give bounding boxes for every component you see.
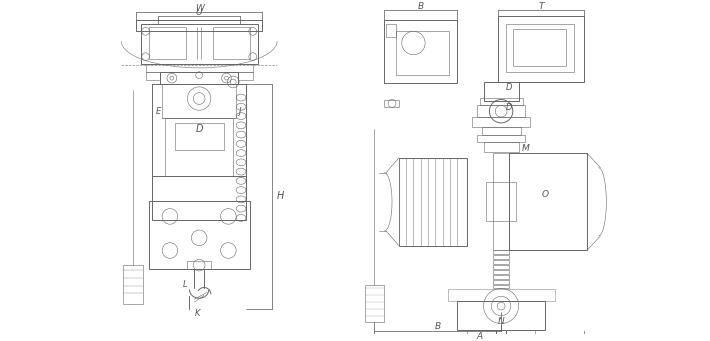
Bar xyxy=(509,153,587,251)
Bar xyxy=(447,290,555,301)
Bar xyxy=(123,265,143,304)
Bar xyxy=(146,72,160,80)
Bar xyxy=(484,143,518,152)
Text: H: H xyxy=(276,191,284,201)
Bar xyxy=(481,127,520,135)
Bar xyxy=(493,280,509,284)
Bar xyxy=(493,255,509,259)
Bar xyxy=(493,275,509,279)
Bar xyxy=(365,285,384,322)
Text: L: L xyxy=(183,280,188,289)
Bar xyxy=(396,31,449,75)
Bar xyxy=(493,285,509,288)
Bar xyxy=(467,330,535,341)
Bar xyxy=(493,265,509,269)
Bar xyxy=(457,301,545,330)
Bar xyxy=(153,177,246,201)
Text: W: W xyxy=(195,4,204,13)
Text: D: D xyxy=(506,103,512,112)
Bar xyxy=(493,153,509,251)
Bar xyxy=(493,251,509,254)
Bar xyxy=(213,27,250,59)
Text: B: B xyxy=(418,1,425,11)
Bar xyxy=(498,16,584,82)
Bar xyxy=(148,201,250,269)
Bar xyxy=(238,72,253,80)
Text: O: O xyxy=(542,191,549,199)
Bar xyxy=(486,182,515,221)
Text: A: A xyxy=(476,332,483,341)
Bar xyxy=(476,105,525,117)
Bar xyxy=(146,64,253,72)
Bar xyxy=(506,24,574,72)
Text: U: U xyxy=(196,8,202,17)
Bar xyxy=(386,24,396,37)
Bar xyxy=(493,260,509,264)
Text: E: E xyxy=(155,107,161,116)
Bar xyxy=(399,158,467,246)
Bar xyxy=(165,118,234,177)
Text: T: T xyxy=(538,1,544,11)
Bar xyxy=(472,117,530,127)
Bar xyxy=(187,261,211,269)
Bar xyxy=(476,135,525,143)
Bar xyxy=(480,98,523,105)
Bar xyxy=(484,82,518,102)
Text: B: B xyxy=(435,322,441,331)
Bar xyxy=(493,270,509,274)
Bar xyxy=(162,84,236,118)
Bar xyxy=(513,29,567,66)
Bar xyxy=(148,27,185,59)
Text: N: N xyxy=(498,317,505,326)
Bar xyxy=(153,84,246,220)
Bar xyxy=(160,72,238,84)
Text: K: K xyxy=(195,309,200,318)
Bar xyxy=(175,123,224,150)
Bar xyxy=(384,20,457,83)
Bar xyxy=(384,100,399,107)
Bar xyxy=(141,24,258,64)
Text: D: D xyxy=(506,83,512,92)
Text: M: M xyxy=(522,144,530,153)
Text: D: D xyxy=(195,124,203,134)
Text: J: J xyxy=(239,107,241,116)
